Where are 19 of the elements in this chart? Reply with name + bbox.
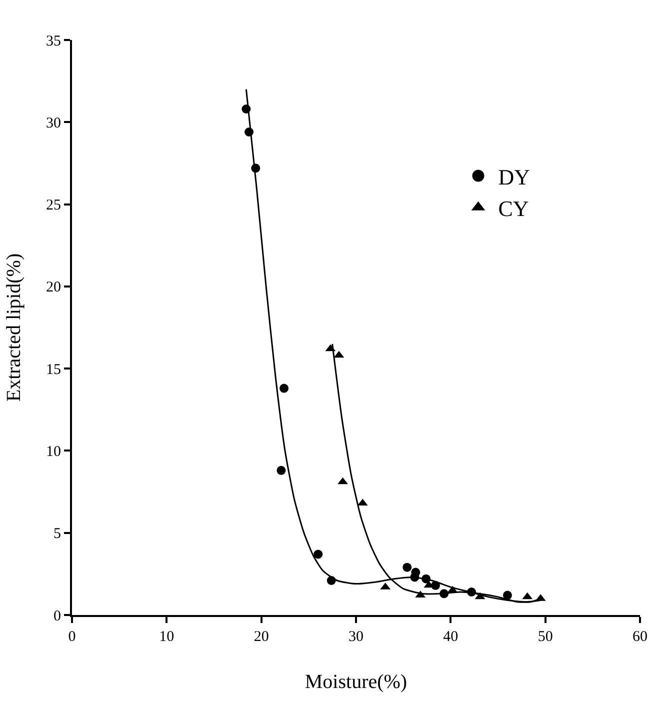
legend-label: DY <box>498 164 530 190</box>
y-tick-label: 25 <box>46 198 61 214</box>
y-tick-label: 35 <box>46 33 61 50</box>
y-tick-label: 10 <box>46 444 61 460</box>
y-tick-label: 0 <box>54 608 61 624</box>
y-tick-label: 5 <box>54 526 61 542</box>
y-axis-title: Extracted lipid(%) <box>3 253 25 402</box>
x-axis-title: Moisture(%) <box>304 671 408 693</box>
y-tick-label: 15 <box>46 362 61 378</box>
x-tick-label: 0 <box>68 629 76 645</box>
y-tick-label: 30 <box>46 115 61 132</box>
x-tick-label: 10 <box>159 629 174 645</box>
x-tick-label: 20 <box>254 629 269 645</box>
legend-label: CY <box>498 196 529 221</box>
x-tick-label: 30 <box>348 629 364 645</box>
x-tick-label: 50 <box>538 629 553 645</box>
x-tick-label: 60 <box>632 629 648 645</box>
x-tick-label: 40 <box>443 629 458 645</box>
y-tick-label: 20 <box>46 280 61 296</box>
